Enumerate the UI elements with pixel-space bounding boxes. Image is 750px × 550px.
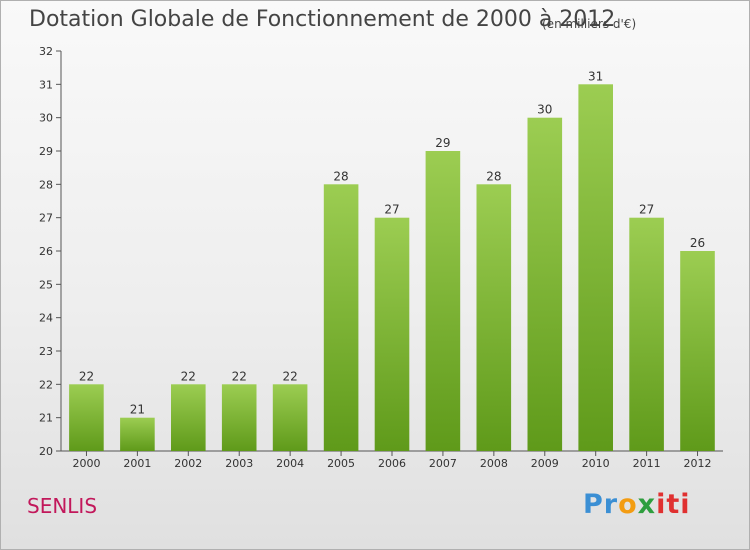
proxiti-logo[interactable]: Proxiti [583, 489, 691, 520]
bar [527, 117, 563, 451]
y-tick-label: 23 [39, 345, 53, 358]
y-tick-label: 22 [39, 378, 53, 391]
bar-value-label: 22 [79, 369, 94, 383]
x-tick-label: 2008 [480, 457, 508, 470]
y-tick-label: 27 [39, 212, 53, 225]
bar [171, 384, 206, 451]
x-tick-label: 2000 [72, 457, 100, 470]
x-tick-label: 2009 [531, 457, 559, 470]
bar-value-label: 31 [588, 69, 603, 83]
y-tick-label: 24 [39, 312, 53, 325]
bar [629, 217, 664, 451]
y-tick-label: 28 [39, 178, 53, 191]
x-tick-label: 2007 [429, 457, 457, 470]
bar [680, 251, 715, 451]
city-name: SENLIS [27, 494, 98, 518]
bar-value-label: 22 [181, 369, 196, 383]
bar [476, 184, 512, 452]
x-tick-label: 2005 [327, 457, 355, 470]
bar-value-label: 26 [690, 236, 705, 250]
bar [69, 384, 104, 451]
y-tick-label: 26 [39, 245, 53, 258]
y-tick-label: 30 [39, 112, 53, 125]
bar-value-label: 30 [537, 103, 552, 117]
bar [374, 217, 410, 451]
y-tick-label: 31 [39, 78, 53, 91]
y-tick-label: 29 [39, 145, 53, 158]
bar [272, 384, 308, 451]
bar-value-label: 28 [333, 169, 348, 183]
bar-value-label: 27 [639, 203, 654, 217]
x-tick-label: 2001 [123, 457, 151, 470]
bar [323, 184, 359, 452]
y-tick-label: 20 [39, 445, 53, 458]
bar-value-label: 22 [232, 369, 247, 383]
bar-value-label: 27 [384, 203, 399, 217]
chart-title: Dotation Globale de Fonctionnement de 20… [29, 7, 616, 32]
x-tick-label: 2003 [225, 457, 253, 470]
chart-subtitle: (en milliers d'€) [542, 17, 637, 31]
x-tick-label: 2012 [684, 457, 712, 470]
bar [120, 417, 155, 451]
bar-value-label: 29 [435, 136, 450, 150]
bar [425, 151, 461, 451]
y-tick-label: 32 [39, 45, 53, 58]
bar-value-label: 22 [283, 369, 298, 383]
bar [578, 84, 613, 452]
x-tick-label: 2004 [276, 457, 304, 470]
y-tick-label: 21 [39, 412, 53, 425]
x-tick-label: 2010 [582, 457, 610, 470]
x-tick-label: 2011 [633, 457, 661, 470]
bar-value-label: 28 [486, 169, 501, 183]
bar-value-label: 21 [130, 403, 145, 417]
y-tick-label: 25 [39, 278, 53, 291]
x-tick-label: 2006 [378, 457, 406, 470]
x-tick-label: 2002 [174, 457, 202, 470]
bar [221, 384, 257, 451]
